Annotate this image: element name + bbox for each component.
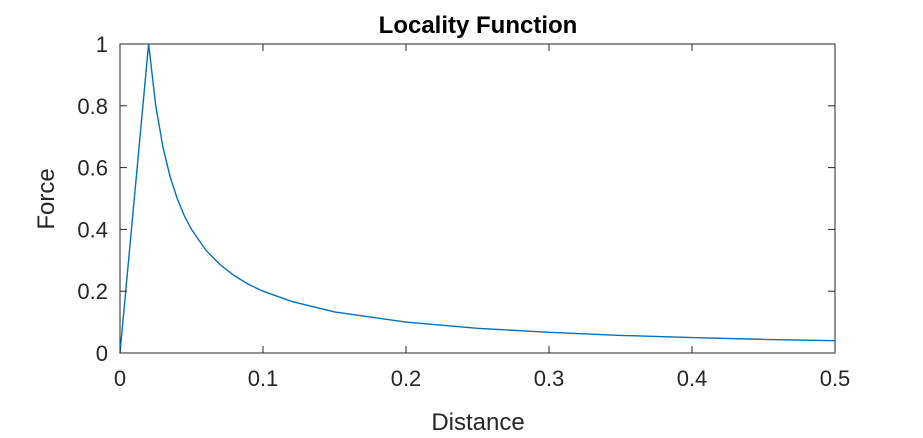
x-axis-label: Distance xyxy=(431,409,524,436)
x-axis-ticks: 0 0.1 0.2 0.3 0.4 0.5 xyxy=(114,44,850,391)
y-tick-label: 0.2 xyxy=(77,279,108,304)
y-axis-ticks: 0 0.2 0.4 0.6 0.8 1 xyxy=(77,32,835,366)
y-tick-label: 0 xyxy=(96,341,108,366)
x-tick-label: 0.1 xyxy=(248,366,279,391)
series-line-0 xyxy=(119,43,836,354)
plot-area xyxy=(119,43,836,354)
x-tick-label: 0.4 xyxy=(677,366,708,391)
y-tick-label: 1 xyxy=(96,32,108,57)
x-tick-label: 0.2 xyxy=(391,366,422,391)
x-tick-label: 0 xyxy=(114,366,126,391)
y-axis-label: Force xyxy=(33,168,60,229)
y-tick-label: 0.6 xyxy=(77,156,108,181)
y-tick-label: 0.4 xyxy=(77,217,108,242)
x-tick-label: 0.5 xyxy=(820,366,851,391)
x-tick-label: 0.3 xyxy=(534,366,565,391)
y-tick-label: 0.8 xyxy=(77,94,108,119)
axes-box xyxy=(119,43,836,354)
chart-title: Locality Function xyxy=(379,12,578,39)
